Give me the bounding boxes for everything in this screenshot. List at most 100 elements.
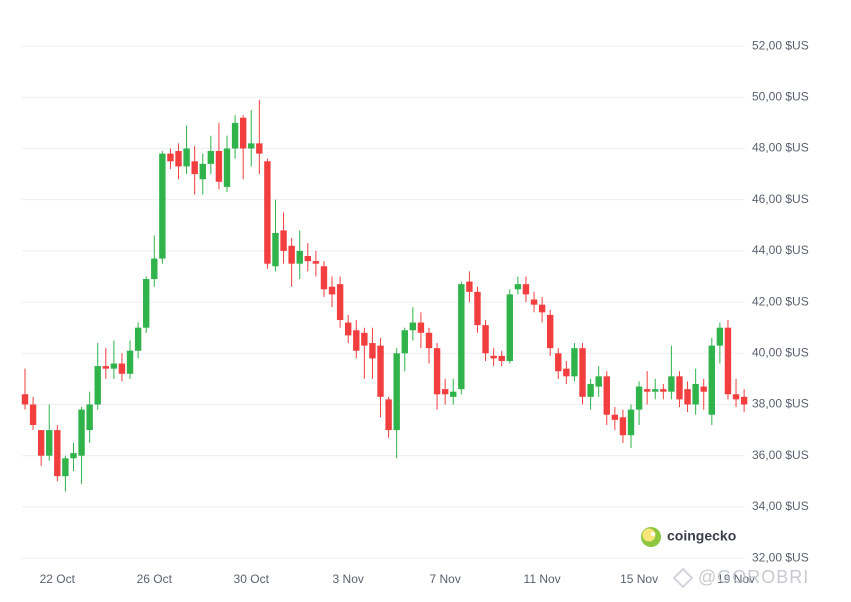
candle-body (433, 348, 441, 395)
candle-body (522, 284, 530, 295)
y-tick-label: 48,00 $US (752, 141, 809, 155)
y-tick-label: 40,00 $US (752, 345, 809, 359)
candle-body (474, 291, 481, 326)
x-tick-label: 7 Nov (429, 572, 460, 586)
candle-body (239, 117, 247, 149)
candle-body (684, 389, 691, 405)
candle-body (555, 353, 562, 372)
y-tick-label: 34,00 $US (752, 499, 809, 513)
candle-body (280, 230, 287, 251)
candle-body (732, 394, 740, 400)
candle-body (716, 327, 724, 346)
candle-body (151, 258, 158, 280)
candle-body (724, 327, 732, 395)
candle-body (627, 409, 635, 436)
candle-body (78, 409, 85, 456)
candle-body (256, 143, 263, 154)
candle-body (393, 353, 400, 431)
candle-body (86, 404, 93, 431)
candle-body (231, 122, 239, 149)
candle-body (450, 391, 457, 397)
candle-body (619, 417, 627, 436)
candle-body (191, 161, 198, 175)
candle-body (466, 281, 473, 292)
x-tick-label: 19 Nov (717, 572, 755, 586)
candle-body (385, 399, 392, 431)
candle-body (563, 368, 570, 377)
candle-body (199, 163, 206, 180)
candle-body (643, 389, 651, 392)
candle-body (207, 151, 215, 164)
candle-body (248, 143, 255, 149)
candle-body (676, 376, 683, 400)
y-tick-label: 46,00 $US (752, 192, 809, 206)
candle-body (102, 366, 109, 369)
watermark: @GOROBRI (698, 567, 809, 587)
candle-body (498, 355, 505, 361)
candle-body (361, 332, 368, 346)
x-tick-label: 15 Nov (620, 572, 658, 586)
candle-body (692, 384, 699, 405)
x-tick-label: 26 Oct (137, 572, 173, 586)
candle-body (595, 376, 602, 387)
candle-body (159, 153, 166, 259)
candle-body (482, 325, 489, 354)
candle-body (506, 294, 513, 361)
candle-body (223, 148, 231, 187)
x-tick-label: 3 Nov (333, 572, 364, 586)
candle-body (490, 355, 497, 359)
x-tick-label: 11 Nov (524, 572, 561, 586)
candle-body (345, 322, 352, 336)
candle-body (668, 376, 675, 392)
candle-body (547, 314, 554, 349)
candle-body (441, 389, 449, 395)
candle-body (134, 327, 142, 351)
candle-body (514, 284, 522, 290)
y-tick-label: 36,00 $US (752, 448, 809, 462)
candle-body (425, 332, 433, 349)
candle-body (530, 299, 538, 305)
candle-body (579, 348, 586, 397)
x-tick-label: 22 Oct (40, 572, 76, 586)
candle-body (215, 151, 223, 182)
candle-body (175, 151, 182, 167)
candle-body (312, 261, 320, 264)
x-tick-label: 30 Oct (234, 572, 270, 586)
candle-body (110, 363, 118, 369)
candle-body (336, 284, 344, 321)
candle-body (409, 322, 417, 331)
candle-body (611, 414, 619, 420)
y-tick-label: 52,00 $US (752, 38, 809, 52)
candle-body (21, 394, 29, 405)
candle-body (571, 348, 578, 377)
y-tick-label: 50,00 $US (752, 89, 809, 103)
candle-body (603, 376, 610, 415)
candle-body (660, 389, 667, 392)
candle-body (288, 245, 295, 264)
candle-body (417, 322, 425, 333)
candle-body (328, 286, 336, 295)
candle-body (320, 266, 328, 290)
candle-body (62, 458, 69, 477)
candle-body (304, 256, 311, 262)
candle-body (740, 396, 748, 405)
candle-body (401, 330, 408, 354)
candle-body (369, 343, 376, 359)
candle-body (143, 279, 150, 328)
candle-body (635, 386, 643, 410)
candle-body (272, 232, 279, 267)
candle-body (54, 430, 61, 477)
candle-body (538, 304, 546, 313)
watermark-logo (672, 567, 694, 589)
y-tick-label: 44,00 $US (752, 243, 809, 257)
candle-body (296, 250, 303, 264)
candle-body (587, 384, 594, 397)
plot: 32,00 $US 34,00 $US 36,00 $US 38,00 $US 40,0… (21, 38, 809, 586)
candle-body (652, 389, 659, 392)
candle-body (377, 345, 384, 397)
candle-body (94, 366, 101, 405)
brand-name: coingecko (667, 528, 736, 544)
candle-body (126, 350, 134, 374)
candle-body (700, 386, 707, 392)
